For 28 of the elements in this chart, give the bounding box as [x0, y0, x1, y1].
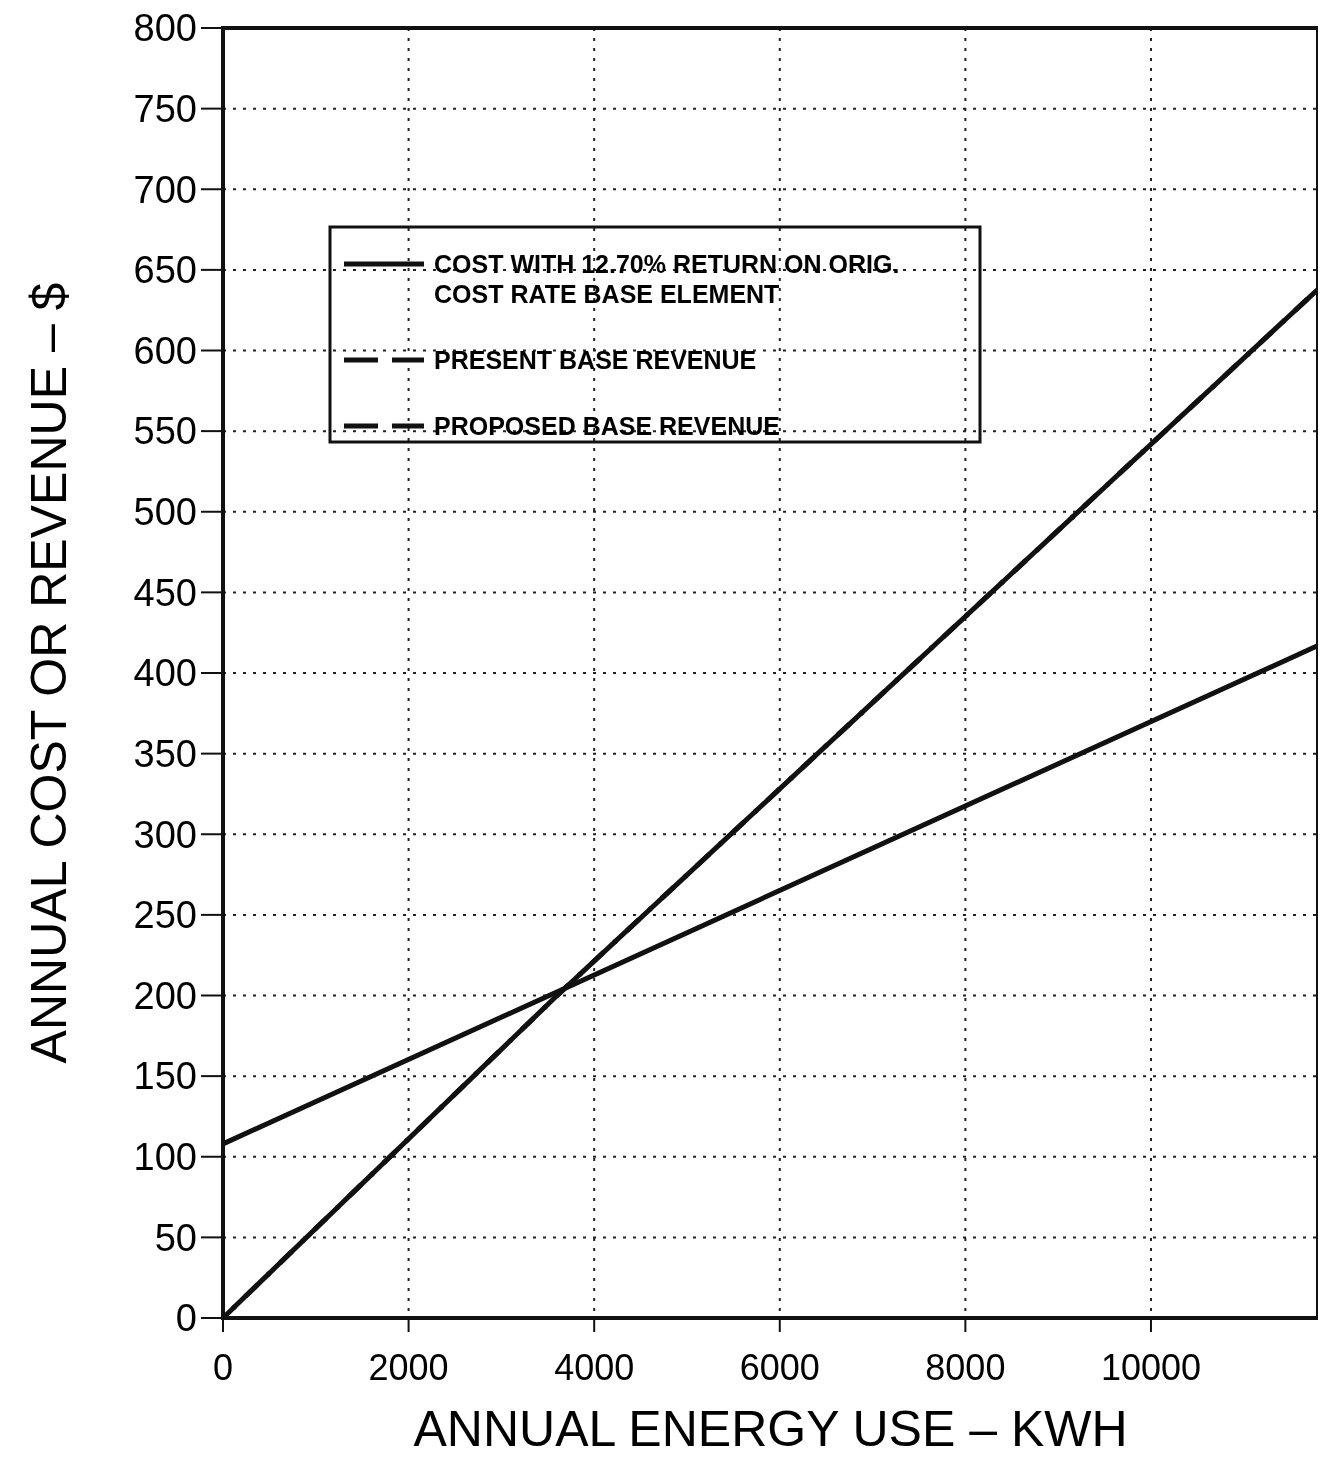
x-tick-label: 6000	[739, 1347, 820, 1388]
y-tick-label: 550	[133, 410, 197, 453]
x-tick-label: 0	[212, 1347, 234, 1388]
y-tick-label: 750	[133, 87, 197, 130]
legend-label: PROPOSED BASE REVENUE	[434, 412, 780, 440]
x-tick-label: 2000	[368, 1347, 449, 1388]
y-tick-label: 500	[133, 491, 197, 534]
y-tick-label: 350	[133, 732, 197, 775]
y-tick-label: 0	[175, 1297, 197, 1340]
y-tick-label: 50	[154, 1216, 197, 1259]
y-tick-label: 200	[133, 974, 197, 1017]
y-tick-label: 650	[133, 249, 197, 292]
legend-label: COST WITH 12.70% RETURN ON ORIG. COST RATE BASE ELEMENT	[434, 250, 900, 308]
y-axis-title: ANNUAL COST OR REVENUE – $	[21, 282, 77, 1064]
x-tick-label: 10000	[1100, 1347, 1202, 1388]
legend-label: PRESENT BASE REVENUE	[434, 346, 757, 374]
y-tick-label: 700	[133, 168, 197, 211]
y-tick-label: 800	[133, 7, 197, 50]
y-tick-label: 600	[133, 329, 197, 372]
y-tick-label: 450	[133, 571, 197, 614]
x-tick-label: 4000	[554, 1347, 635, 1388]
x-tick-label: 8000	[925, 1347, 1006, 1388]
y-tick-label: 400	[133, 652, 197, 695]
y-tick-label: 300	[133, 813, 197, 856]
y-tick-label: 100	[133, 1136, 197, 1179]
y-tick-label: 250	[133, 894, 197, 937]
y-tick-label: 150	[133, 1055, 197, 1098]
x-axis-title: ANNUAL ENERGY USE – KWH	[413, 1401, 1128, 1457]
